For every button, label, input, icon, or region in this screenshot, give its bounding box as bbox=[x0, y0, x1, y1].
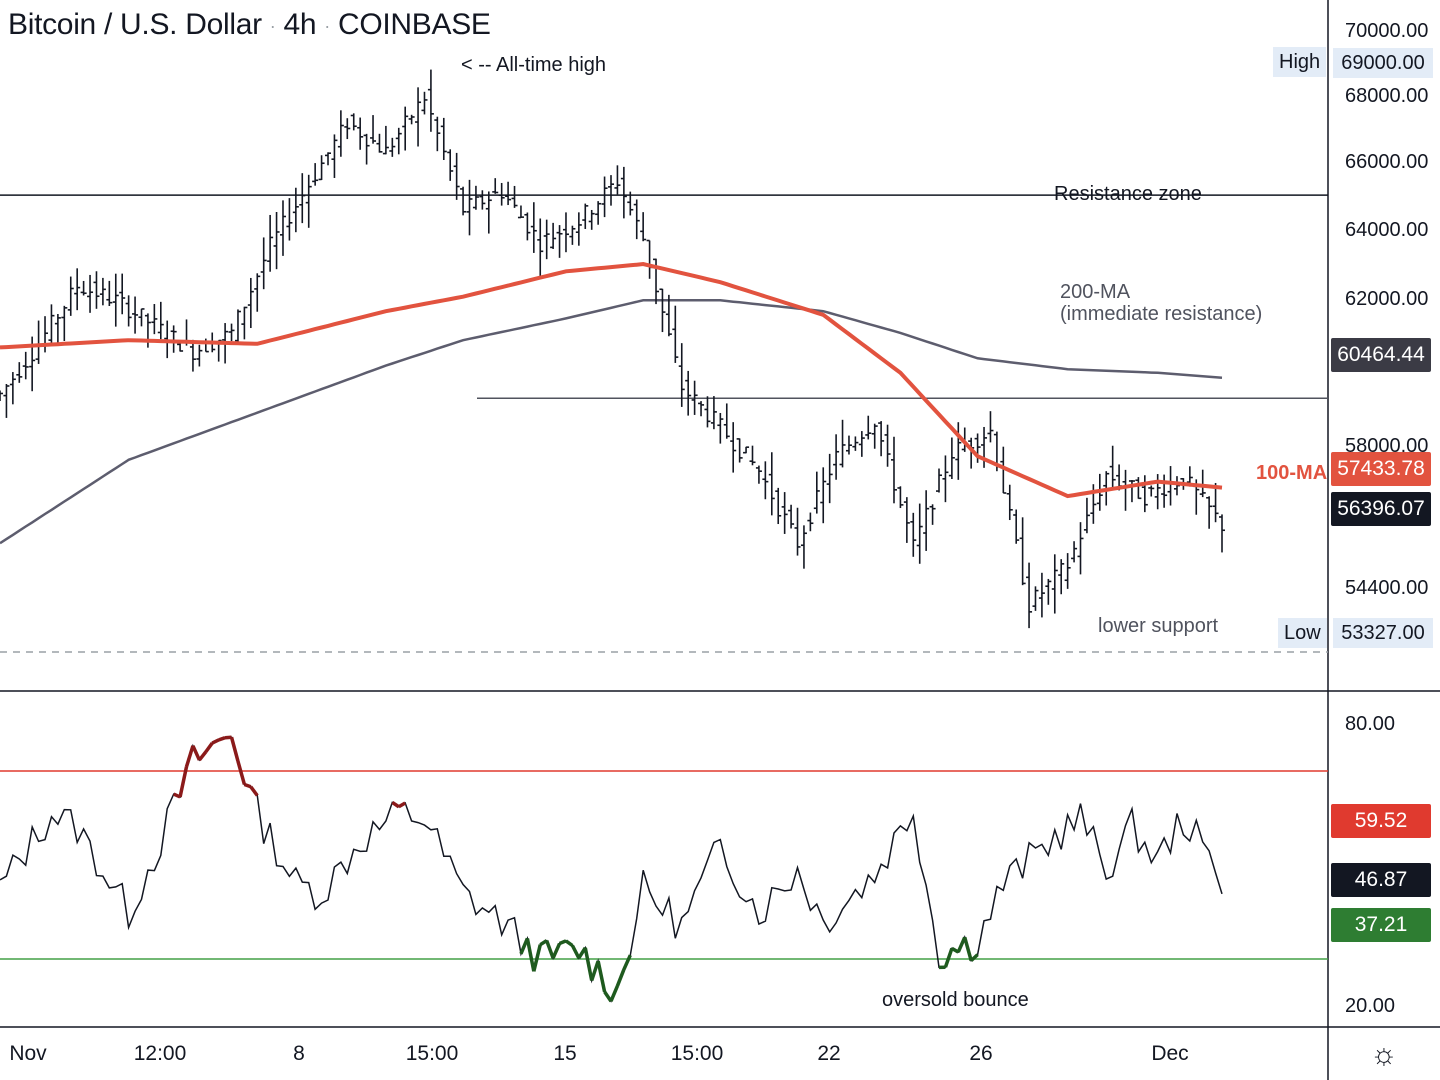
rsi-overbought-segment bbox=[204, 742, 214, 753]
lower-support-annotation: lower support bbox=[1098, 615, 1219, 637]
price-tick: 66000.00 bbox=[1345, 151, 1429, 173]
rsi-oversold-segment bbox=[570, 944, 581, 959]
rsi-overbought-segment bbox=[397, 801, 407, 809]
time-tick: 15 bbox=[553, 1042, 577, 1065]
rsi-pane bbox=[0, 735, 1328, 1003]
ma100-line bbox=[0, 261, 1223, 499]
rsi-overbought-segment bbox=[391, 800, 400, 809]
ma200-line bbox=[0, 299, 1223, 545]
rsi-overbought-segment bbox=[191, 745, 201, 761]
rsi-oversold-segment bbox=[532, 944, 542, 972]
ma200-annotation: 200-MA (immediate resistance) bbox=[1060, 281, 1262, 325]
rsi-last-tag: 46.87 bbox=[1331, 863, 1431, 897]
price-tick: 58000.00 bbox=[1345, 435, 1429, 457]
rsi-oversold-segment bbox=[943, 947, 954, 968]
rsi-lower-tag: 37.21 bbox=[1331, 908, 1431, 942]
rsi-upper-tag: 59.52 bbox=[1331, 804, 1431, 838]
rsi-overbought-segment bbox=[249, 785, 259, 797]
symbol-name: Bitcoin / U.S. Dollar bbox=[8, 8, 262, 41]
rsi-oversold-segment bbox=[615, 968, 626, 987]
price-tick: 70000.00 bbox=[1345, 20, 1429, 42]
ma100-annotation: 100-MA bbox=[1256, 462, 1328, 484]
price-pane bbox=[0, 69, 1328, 653]
last-price-tag: 56396.07 bbox=[1331, 492, 1431, 526]
high-value: 69000.00 bbox=[1333, 48, 1433, 78]
ma200-value-tag: 60464.44 bbox=[1331, 338, 1431, 372]
time-tick: 15:00 bbox=[405, 1042, 459, 1065]
rsi-overbought-segment bbox=[178, 766, 189, 798]
ma200-annotation-subtitle: (immediate resistance) bbox=[1060, 303, 1263, 325]
rsi-overbought-segment bbox=[236, 760, 247, 785]
time-tick: 15:00 bbox=[670, 1042, 724, 1065]
title-separator-icon: · bbox=[324, 15, 330, 36]
rsi-oversold-segment bbox=[609, 985, 620, 1002]
price-tick: 62000.00 bbox=[1345, 288, 1429, 310]
rsi-oversold-segment bbox=[596, 960, 607, 993]
time-tick: 26 bbox=[969, 1042, 993, 1065]
all-time-high-annotation: < -- All-time high bbox=[461, 54, 607, 76]
exchange: COINBASE bbox=[337, 8, 491, 41]
price-tick: 64000.00 bbox=[1345, 219, 1429, 241]
rsi-oversold-segment bbox=[969, 953, 979, 962]
low-value: 53327.00 bbox=[1333, 618, 1433, 648]
rsi-oversold-segment bbox=[622, 954, 632, 971]
rsi-oversold-segment bbox=[545, 940, 555, 959]
time-tick: 8 bbox=[293, 1042, 305, 1065]
oversold-bounce-annotation: oversold bounce bbox=[882, 989, 1029, 1011]
rsi-oversold-segment bbox=[564, 939, 574, 947]
rsi-overbought-segment bbox=[184, 745, 195, 768]
price-tick: 54400.00 bbox=[1345, 577, 1429, 599]
resistance-zone-annotation: Resistance zone bbox=[1054, 183, 1202, 205]
rsi-tick: 20.00 bbox=[1345, 995, 1396, 1017]
chart-title: Bitcoin / U.S. Dollar · 4h · COINBASE bbox=[8, 8, 491, 42]
rsi-oversold-segment bbox=[583, 947, 594, 981]
time-tick: 22 bbox=[817, 1042, 841, 1065]
time-tick: Nov bbox=[9, 1042, 47, 1065]
ma100-value-tag: 57433.78 bbox=[1331, 452, 1431, 486]
low-label: Low bbox=[1278, 618, 1327, 648]
settings-gear-icon[interactable]: ☼ bbox=[1370, 1038, 1398, 1071]
title-separator-icon: · bbox=[269, 15, 276, 36]
ohlc-bars bbox=[0, 69, 1225, 629]
rsi-overbought-segment bbox=[229, 736, 240, 762]
rsi-overbought-segment bbox=[218, 736, 226, 742]
time-tick: Dec bbox=[1151, 1042, 1189, 1065]
high-label: High bbox=[1273, 47, 1327, 77]
time-tick: 12:00 bbox=[133, 1042, 187, 1065]
ma200-annotation-title: 200-MA bbox=[1060, 281, 1131, 303]
interval[interactable]: 4h bbox=[283, 8, 317, 41]
rsi-oversold-segment bbox=[558, 939, 567, 946]
price-tick: 68000.00 bbox=[1345, 85, 1429, 107]
rsi-oversold-segment bbox=[963, 936, 973, 962]
rsi-overbought-segment bbox=[243, 782, 252, 789]
rsi-overbought-segment bbox=[198, 750, 208, 762]
rsi-tick: 80.00 bbox=[1345, 713, 1396, 735]
rsi-oversold-segment bbox=[551, 942, 562, 959]
rsi-overbought-segment bbox=[211, 738, 220, 745]
rsi-oversold-segment bbox=[525, 938, 536, 972]
